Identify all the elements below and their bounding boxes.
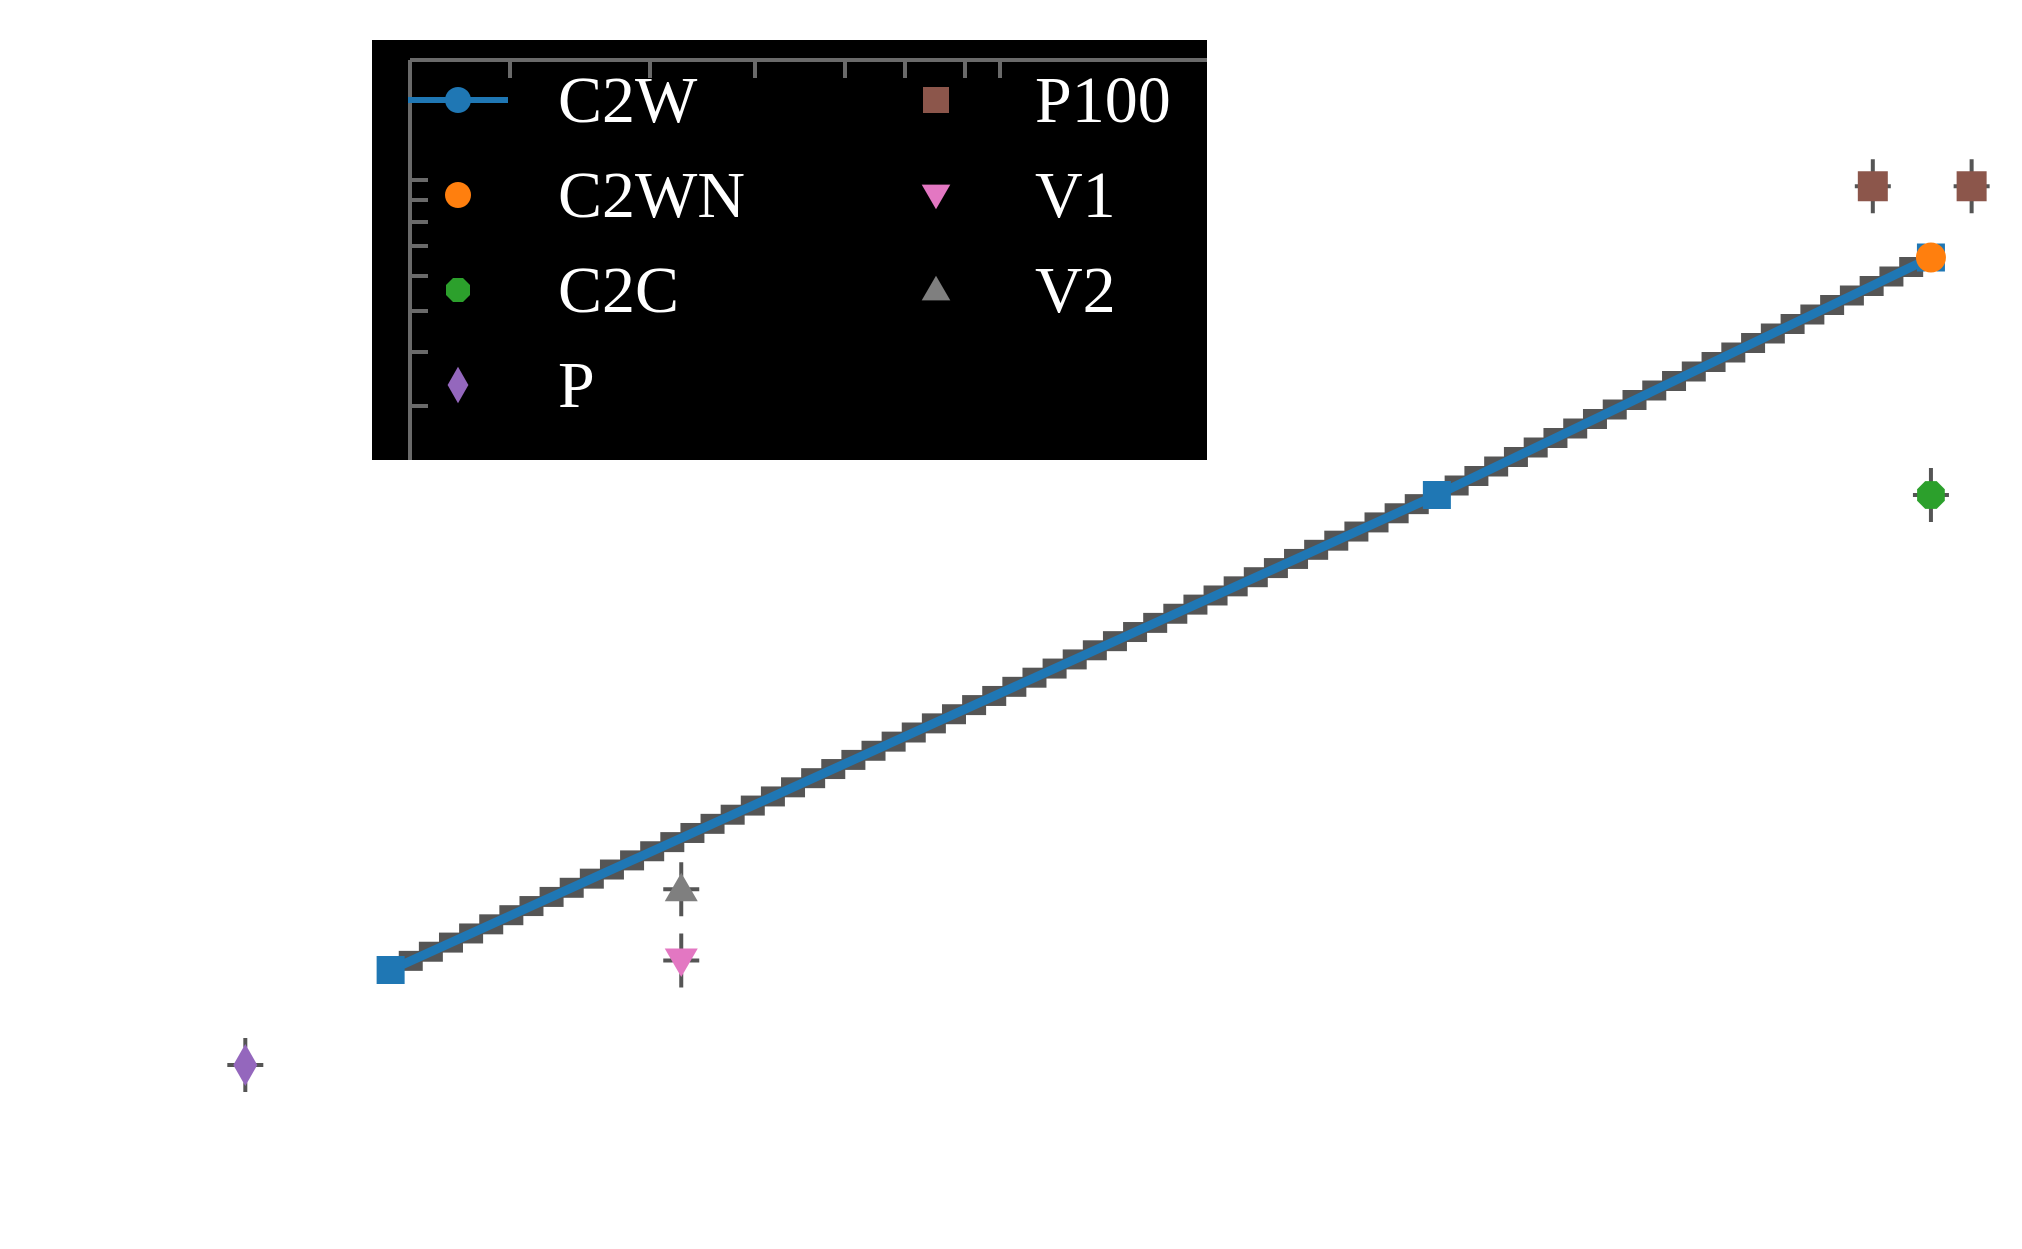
- legend-label-v2: V2: [1035, 254, 1116, 327]
- legend-marker-c2c: [446, 278, 470, 302]
- legend-item-v2: V2: [921, 254, 1116, 327]
- series-v2: [663, 862, 700, 917]
- series-v1: [663, 933, 700, 988]
- legend-item-p: P: [447, 349, 595, 422]
- plot-area: [227, 159, 1990, 1092]
- legend-background: [372, 40, 1207, 460]
- series-p100: [1854, 159, 1990, 214]
- legend-label-c2w: C2W: [558, 64, 698, 137]
- legend-axis-ticks: [408, 58, 1207, 460]
- legend-item-c2wn: C2WN: [445, 159, 745, 232]
- series-c2wn: [1915, 242, 1946, 273]
- data-point-v1-0: [663, 933, 700, 988]
- legend-label-c2wn: C2WN: [558, 159, 745, 232]
- legend-marker-p100: [923, 87, 949, 113]
- data-point-p100-0: [1854, 159, 1891, 214]
- legend-marker-p: [447, 366, 469, 404]
- data-point-c2c-0: [1912, 468, 1949, 522]
- data-point-c2wn-0: [1915, 242, 1946, 273]
- data-point-c2w-1: [1422, 481, 1451, 509]
- legend-item-c2w: C2W: [408, 64, 698, 137]
- legend: C2W C2WN C2C P P100 V1 V2: [372, 40, 1207, 460]
- data-point-p-0: [227, 1038, 264, 1092]
- legend-marker-c2w: [445, 87, 471, 113]
- data-point-v2-0: [663, 862, 700, 917]
- legend-item-p100: P100: [923, 64, 1171, 137]
- legend-marker-v1: [921, 184, 951, 210]
- legend-label-v1: V1: [1035, 159, 1116, 232]
- legend-item-c2c: C2C: [446, 254, 679, 327]
- legend-item-v1: V1: [921, 159, 1116, 232]
- legend-items: C2W C2WN C2C P P100 V1 V2: [408, 64, 1171, 422]
- series-c2c: [1912, 468, 1949, 522]
- data-point-c2w-0: [376, 956, 405, 984]
- series-p: [227, 1038, 264, 1092]
- legend-label-c2c: C2C: [558, 254, 679, 327]
- data-point-p100-1: [1953, 159, 1990, 214]
- legend-marker-v2: [921, 275, 951, 301]
- legend-marker-c2wn: [445, 182, 471, 208]
- legend-label-p: P: [558, 349, 595, 422]
- legend-label-p100: P100: [1035, 64, 1171, 137]
